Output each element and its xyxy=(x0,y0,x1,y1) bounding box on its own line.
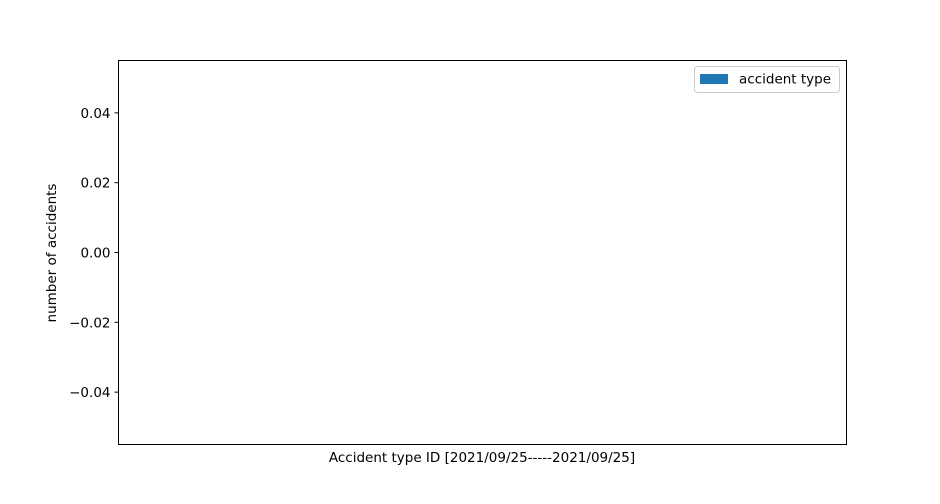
legend-label: accident type xyxy=(739,72,831,88)
y-axis-label: number of accidents xyxy=(44,184,60,323)
y-tick-label: 0.00 xyxy=(80,246,110,262)
legend-box xyxy=(694,66,840,93)
x-axis-label: Accident type ID [2021/09/25-----2021/09… xyxy=(329,450,635,466)
y-tick-label: 0.02 xyxy=(80,176,110,192)
legend: accident type xyxy=(694,66,840,93)
y-axis-ticks: −0.04 −0.02 0.00 0.02 0.04 xyxy=(69,106,119,401)
y-tick-label: −0.04 xyxy=(69,385,110,401)
plot-area xyxy=(118,60,847,445)
y-tick-label: −0.02 xyxy=(69,315,110,331)
legend-swatch xyxy=(700,74,728,84)
y-tick-label: 0.04 xyxy=(80,106,110,122)
